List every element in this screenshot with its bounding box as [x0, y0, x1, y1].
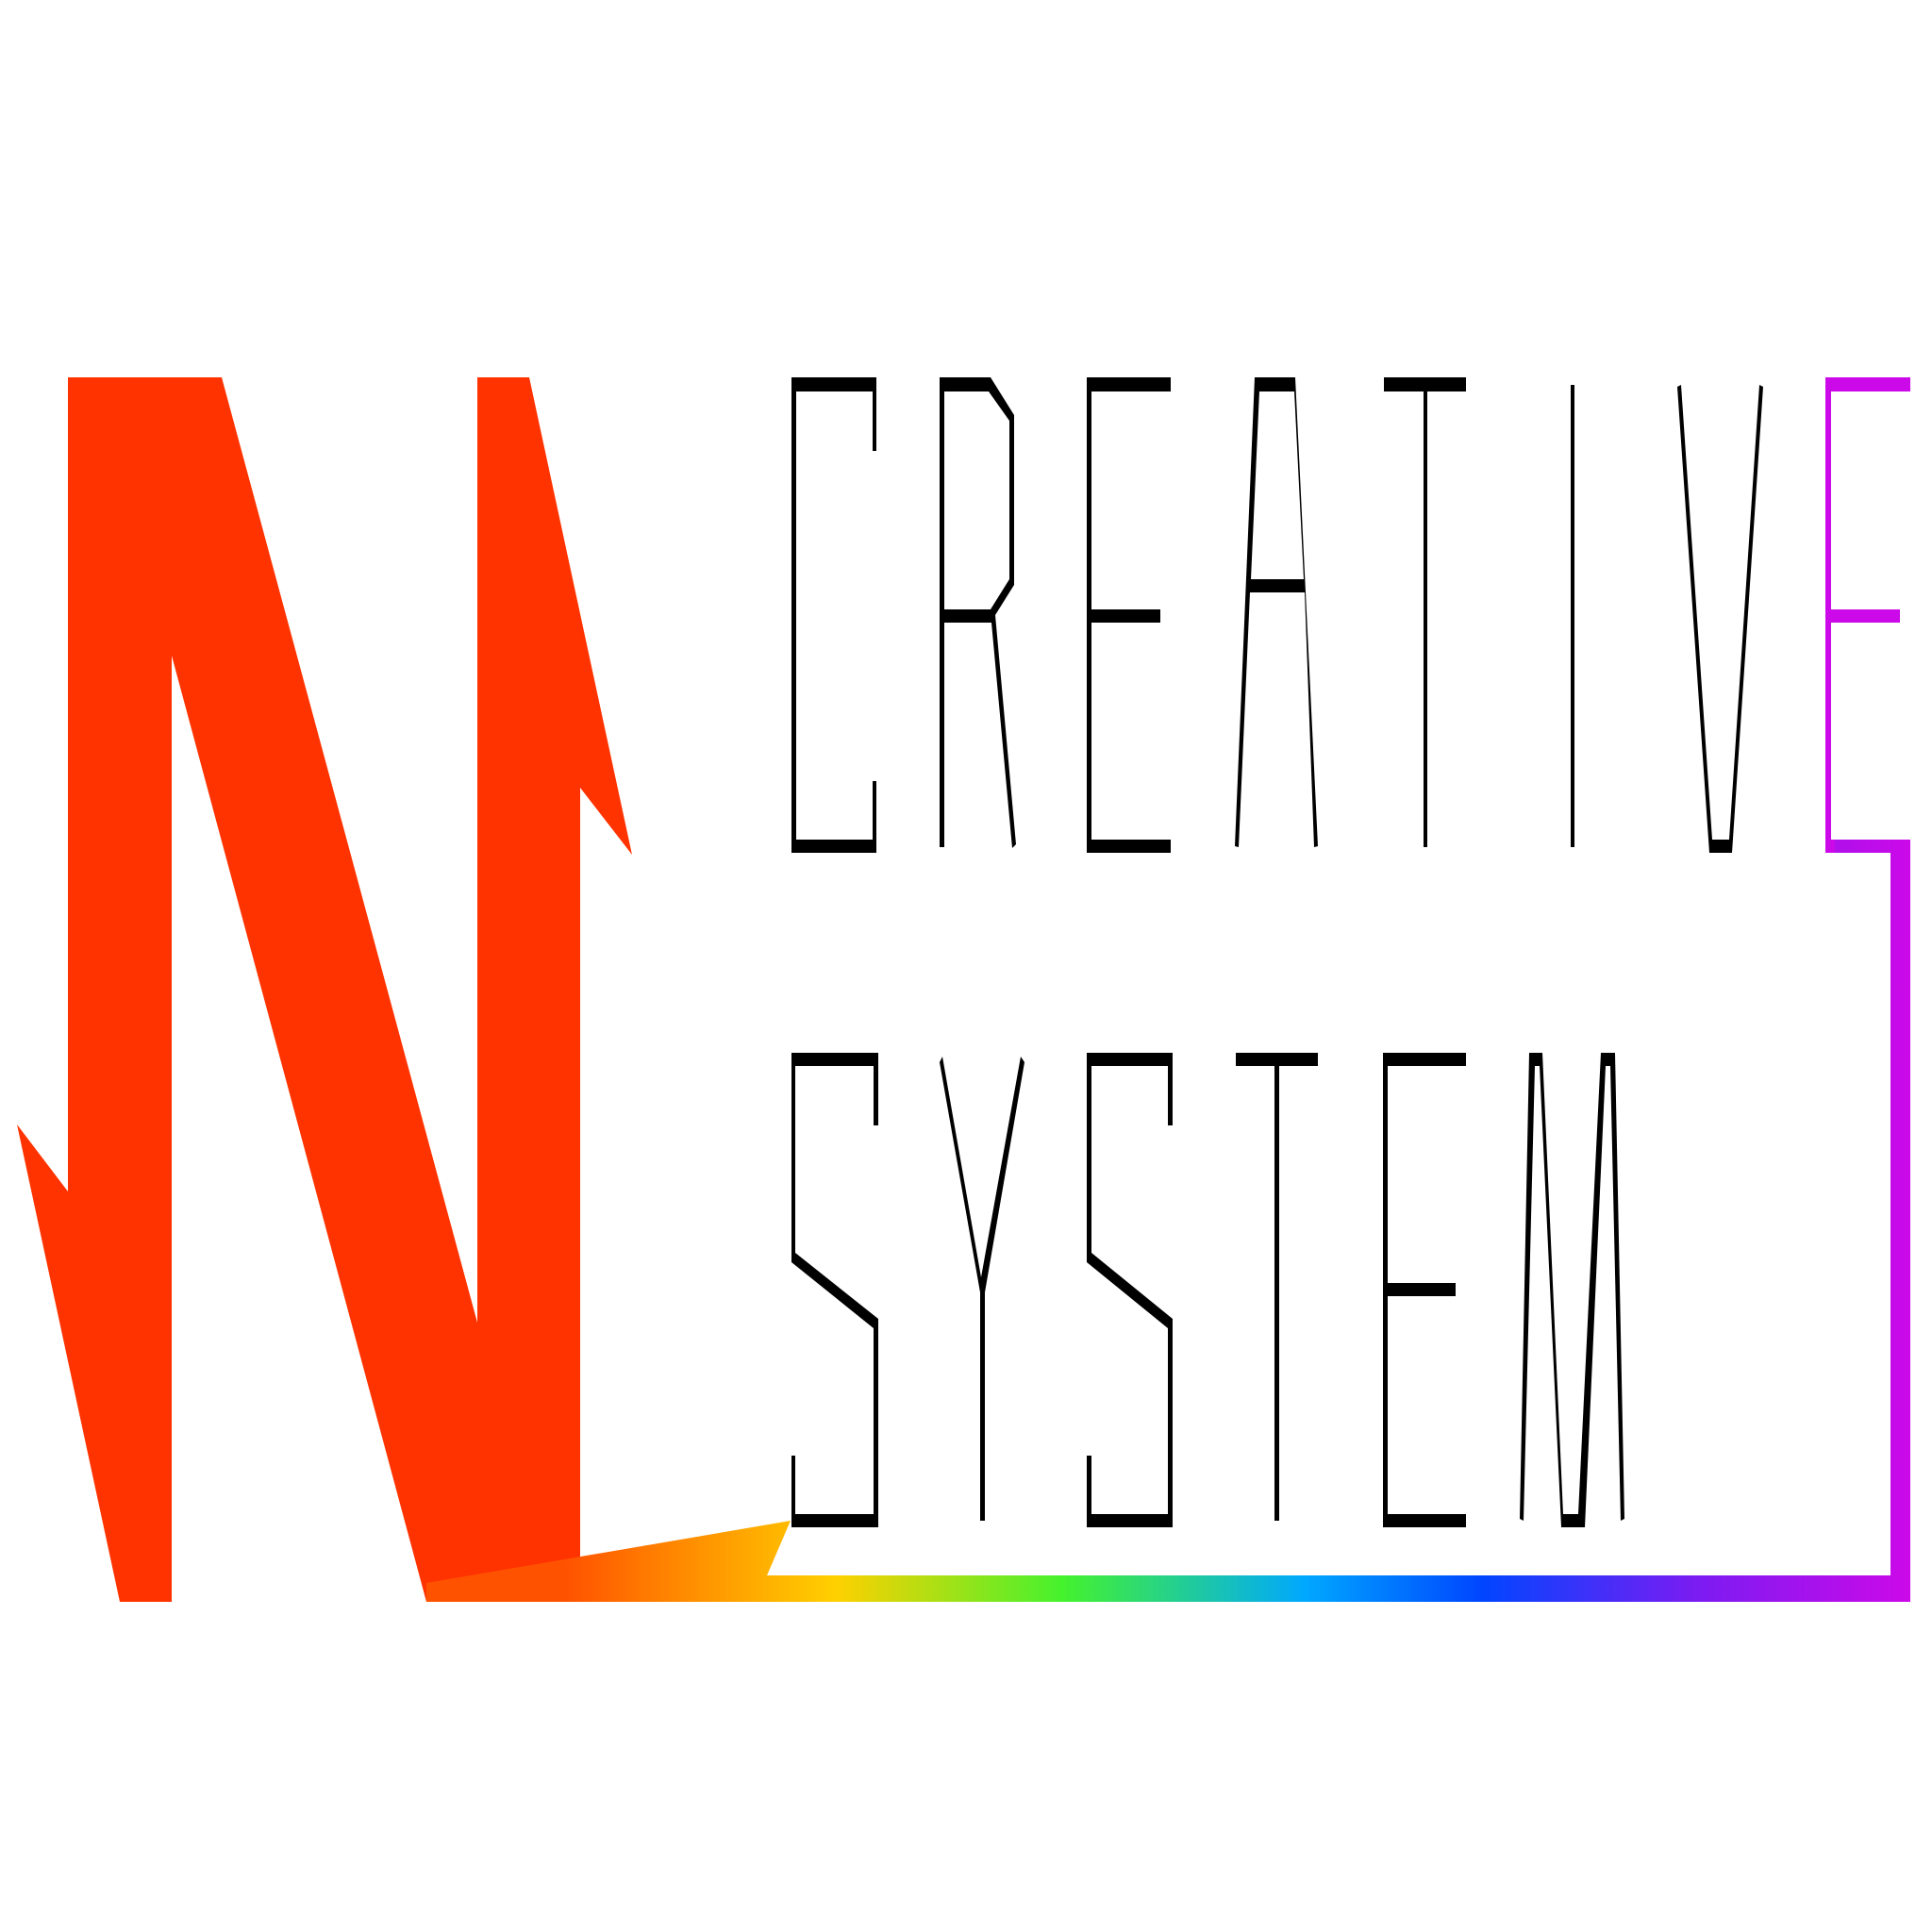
frame-border: [767, 840, 1910, 1602]
word-system: [791, 1053, 1624, 1527]
letter-m: [1520, 1053, 1624, 1527]
letter-v: [1677, 385, 1763, 853]
letter-i: [1571, 385, 1574, 847]
letter-t: [1384, 377, 1466, 847]
letter-t-2: [1236, 1053, 1318, 1521]
letter-e-accent: [1825, 377, 1910, 853]
monogram-n: [17, 377, 632, 1602]
letter-c: [791, 377, 876, 853]
letter-y: [940, 1057, 1024, 1521]
letter-a: [1235, 377, 1318, 847]
word-creative: [791, 377, 1763, 853]
letter-s-2: [1087, 1053, 1173, 1527]
letter-r: [940, 377, 1016, 848]
letter-e-2: [1383, 1053, 1466, 1527]
letter-s: [791, 1053, 878, 1527]
letter-e: [1087, 377, 1171, 853]
